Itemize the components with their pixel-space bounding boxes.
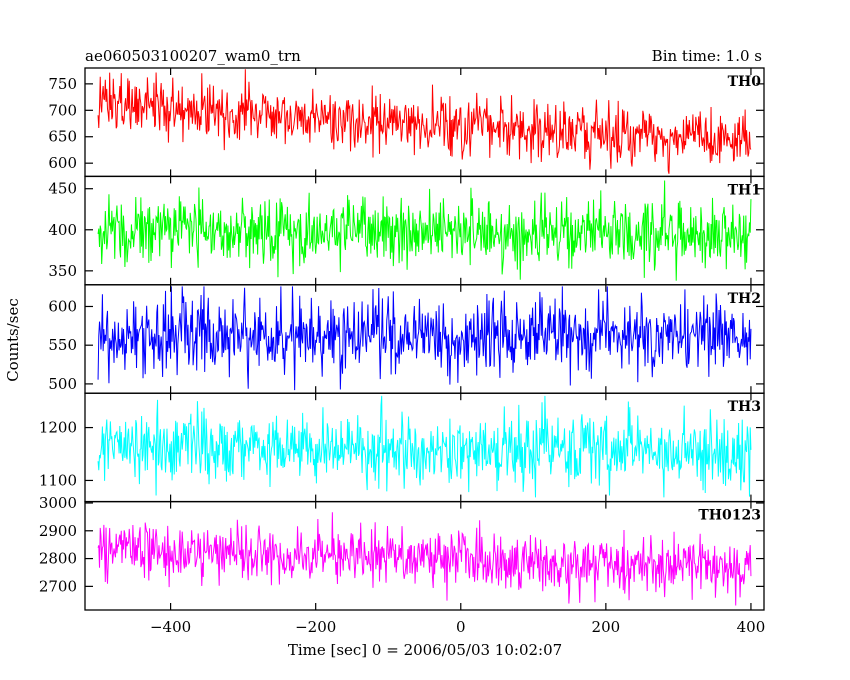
y-tick-label: 2700 xyxy=(39,577,77,595)
panel-label: TH0 xyxy=(728,74,762,90)
x-axis: −400 −200 0 200 400 xyxy=(150,618,765,636)
panel-th1: 350 400 450 TH1 xyxy=(48,175,765,286)
panel-th0123: 2700 2800 2900 3000 TH0123 xyxy=(39,494,765,611)
panel-frame xyxy=(84,67,765,178)
series-line-th3 xyxy=(97,395,752,498)
panel-label: TH2 xyxy=(728,291,761,307)
y-tick-label: 1200 xyxy=(39,419,77,437)
y-tick-label: 600 xyxy=(48,154,77,172)
y-tick-label: 600 xyxy=(48,297,77,315)
y-tick-label: 350 xyxy=(48,262,77,280)
panel-th2: 500 550 600 TH2 xyxy=(48,284,765,394)
panel-th3: 1100 1200 TH3 xyxy=(39,392,765,503)
series-line-th1 xyxy=(97,180,752,281)
y-axis-label: Counts/sec xyxy=(4,298,22,382)
x-axis-label: Time [sec] 0 = 2006/05/03 10:02:07 xyxy=(288,641,562,659)
panel-th0: 600 650 700 750 TH0 xyxy=(48,67,765,178)
panel-label: TH3 xyxy=(728,399,761,415)
x-tick-label: 0 xyxy=(456,618,466,636)
x-tick-label: 200 xyxy=(592,618,621,636)
y-tick-label: 450 xyxy=(48,180,77,198)
y-tick-label: 1100 xyxy=(39,471,77,489)
series-line-th0 xyxy=(97,69,752,174)
y-tick-label: 500 xyxy=(48,375,77,393)
series-line-th0123 xyxy=(97,512,752,606)
x-tick-label: 400 xyxy=(737,618,766,636)
y-tick-label: 2800 xyxy=(39,550,77,568)
bin-time-label: Bin time: 1.0 s xyxy=(652,47,762,65)
panel-frame xyxy=(84,500,765,611)
y-tick-label: 400 xyxy=(48,221,77,239)
series-line-th2 xyxy=(97,286,752,391)
y-tick-label: 550 xyxy=(48,336,77,354)
y-tick-label: 3000 xyxy=(39,494,77,512)
panels-group: 600 650 700 750 TH0 350 400 450 TH1 500 550 600 TH2 1… xyxy=(39,67,765,611)
chart-title: ae060503100207_wam0_trn xyxy=(85,47,301,65)
y-tick-label: 750 xyxy=(48,75,77,93)
panel-label: TH1 xyxy=(728,182,761,198)
y-tick-label: 700 xyxy=(48,101,77,119)
y-tick-label: 650 xyxy=(48,128,77,146)
x-tick-label: −400 xyxy=(150,618,191,636)
panel-label: TH0123 xyxy=(698,508,761,524)
x-tick-label: −200 xyxy=(295,618,336,636)
y-tick-label: 2900 xyxy=(39,522,77,540)
